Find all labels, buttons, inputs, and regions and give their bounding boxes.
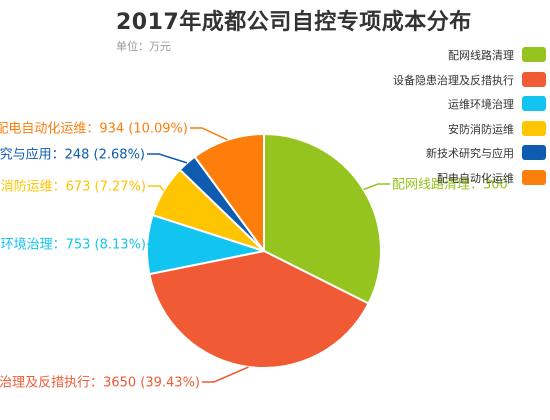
legend-label: 运维环境治理 <box>448 98 514 111</box>
pie-slices <box>146 133 382 369</box>
chart-subtitle: 单位：万元 <box>116 40 171 53</box>
label-new-tech: 新技术研究与应用：248 (2.68%) <box>0 147 145 163</box>
legend-swatch <box>522 47 546 62</box>
legend-item-security-fire[interactable]: 安防消防运维 <box>340 118 550 143</box>
leader-line <box>147 153 188 164</box>
legend-swatch <box>522 96 546 111</box>
legend-swatch <box>522 145 546 160</box>
legend-label: 设备隐患治理及反措执行 <box>393 73 514 87</box>
leader-line <box>190 127 228 141</box>
slice-line-clearing[interactable] <box>263 133 382 305</box>
leader-line <box>202 366 249 383</box>
legend-item-line-clearing[interactable]: 配网线路清理 <box>340 44 550 69</box>
label-leader-lines <box>147 127 390 383</box>
legend-swatch <box>522 71 546 87</box>
legend-item-automation[interactable]: 配电自动化运维 <box>340 167 550 192</box>
legend-label: 新技术研究与应用 <box>426 147 514 160</box>
label-equipment-hazards: 设备隐患治理及反措执行：3650 (39.43%) <box>0 375 200 391</box>
legend-label: 配电自动化运维 <box>437 171 514 185</box>
legend: 配网线路清理 设备隐患治理及反措执行 运维环境治理 安防消防运维 新技术研究与应… <box>340 44 550 191</box>
legend-label: 安防消防运维 <box>448 122 514 136</box>
chart-title: 2017年成都公司自控专项成本分布 <box>116 10 472 35</box>
slice-automation[interactable] <box>193 133 265 252</box>
label-security-fire: 安防消防运维：673 (7.27%) <box>0 179 146 195</box>
legend-swatch <box>522 120 546 136</box>
slice-equipment-hazards[interactable] <box>148 250 370 369</box>
legend-item-equipment-hazards[interactable]: 设备隐患治理及反措执行 <box>340 69 550 94</box>
label-environment: 运维环境治理：753 (8.13%) <box>0 238 146 253</box>
legend-swatch <box>522 169 546 185</box>
label-line-clearing: 配网线路清理：300 <box>392 177 508 193</box>
leader-line <box>148 185 165 192</box>
legend-label: 配网线路清理 <box>448 49 514 62</box>
legend-item-environment[interactable]: 运维环境治理 <box>340 93 550 118</box>
label-automation: 配电自动化运维：934 (10.09%) <box>0 122 188 137</box>
legend-item-new-tech[interactable]: 新技术研究与应用 <box>340 142 550 167</box>
data-labels: 配网线路清理：300 设备隐患治理及反措执行：3650 (39.43%) 运维环境治… <box>0 122 508 391</box>
leader-line <box>363 183 390 191</box>
